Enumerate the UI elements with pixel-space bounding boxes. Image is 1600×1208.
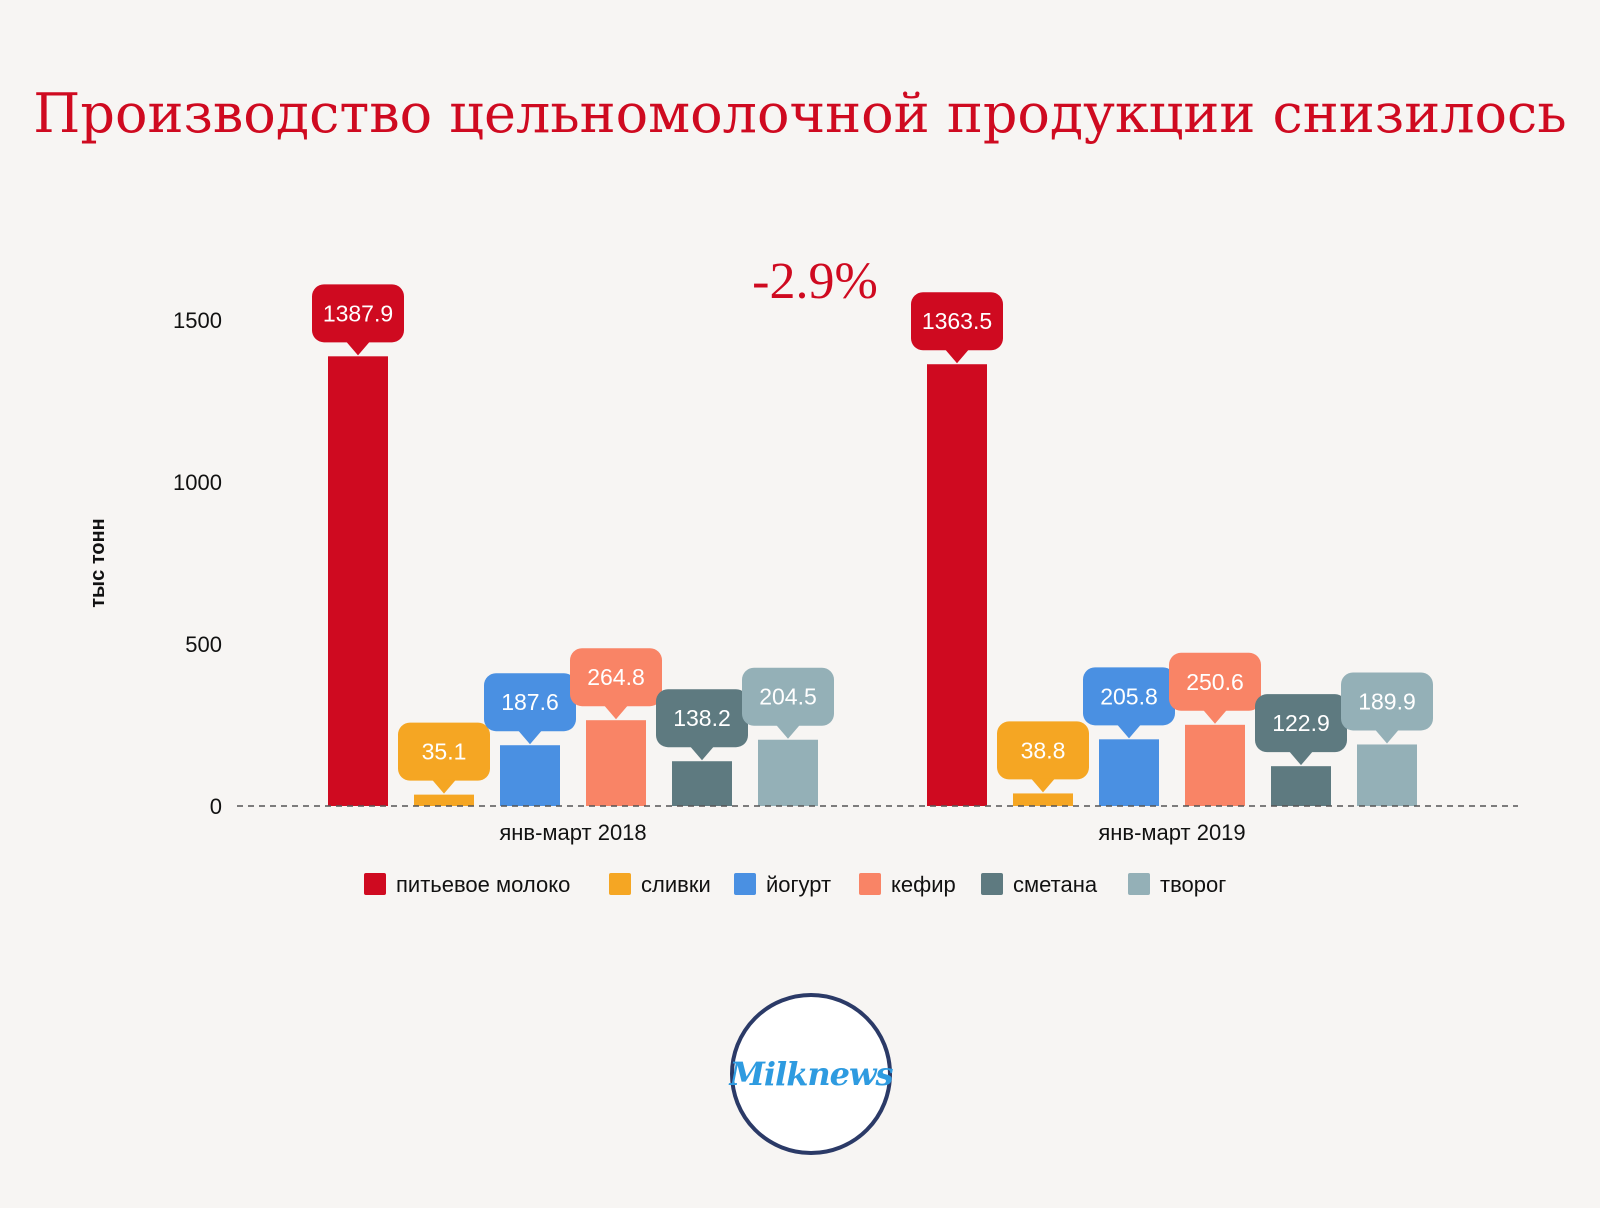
change-annotation: -2.9% bbox=[752, 253, 878, 310]
bar bbox=[500, 745, 560, 806]
data-label-bubble bbox=[312, 284, 404, 343]
bar bbox=[414, 794, 474, 806]
bar bbox=[1185, 724, 1245, 806]
legend-swatch bbox=[859, 873, 881, 895]
y-tick-label: 1000 bbox=[173, 470, 222, 495]
bar bbox=[927, 364, 987, 806]
legend-label: творог bbox=[1160, 872, 1226, 897]
data-label: 205.8 bbox=[1100, 683, 1158, 709]
data-label-pointer bbox=[945, 349, 969, 364]
data-label: 38.8 bbox=[1021, 737, 1066, 763]
legend-swatch bbox=[734, 873, 756, 895]
bar-chart: 0 500 1000 1500 тыс тонн -2.9% 1387.9 35.1 187.6… bbox=[87, 253, 1518, 897]
bar bbox=[1271, 766, 1331, 806]
legend-swatch bbox=[609, 873, 631, 895]
data-label: 1363.5 bbox=[922, 308, 992, 334]
y-tick-label: 1500 bbox=[173, 308, 222, 333]
data-label-pointer bbox=[776, 724, 800, 739]
data-label-pointer bbox=[1375, 729, 1399, 744]
bar bbox=[758, 739, 818, 806]
x-tick-label: янв-март 2018 bbox=[499, 820, 646, 845]
chart-title-text: Производство цельномолочной продукции сн… bbox=[33, 82, 1567, 145]
legend-label: сметана bbox=[1013, 872, 1098, 897]
data-label-bubble bbox=[484, 673, 576, 732]
milknews-logo: Milknews bbox=[729, 993, 894, 1155]
data-label-bubble bbox=[570, 648, 662, 707]
data-label-bubble bbox=[1341, 672, 1433, 731]
data-label-pointer bbox=[690, 746, 714, 761]
logo-text: Milknews bbox=[729, 1055, 893, 1093]
data-label-pointer bbox=[1117, 724, 1141, 739]
data-label-pointer bbox=[604, 705, 628, 720]
legend-label: сливки bbox=[641, 872, 711, 897]
bar bbox=[1099, 739, 1159, 806]
data-label-bubble bbox=[1083, 667, 1175, 726]
data-label: 264.8 bbox=[587, 664, 645, 690]
data-label: 204.5 bbox=[759, 684, 817, 710]
chart-title: Производство цельномолочной продукции сн… bbox=[0, 82, 1600, 146]
legend-label: питьевое молоко bbox=[396, 872, 570, 897]
data-label-bubble bbox=[997, 721, 1089, 780]
bar bbox=[672, 761, 732, 806]
data-label-bubble bbox=[911, 292, 1003, 351]
data-label-bubble bbox=[742, 667, 834, 726]
bar bbox=[586, 720, 646, 806]
data-label-bubble bbox=[656, 689, 748, 748]
data-label-pointer bbox=[1031, 778, 1055, 793]
y-tick-label: 500 bbox=[185, 632, 222, 657]
data-label-pointer bbox=[1203, 709, 1227, 724]
data-label-bubble bbox=[398, 722, 490, 781]
data-label: 138.2 bbox=[673, 705, 731, 731]
data-label-pointer bbox=[1289, 751, 1313, 766]
data-label-pointer bbox=[518, 730, 542, 745]
bar bbox=[1357, 744, 1417, 806]
legend-label: кефир bbox=[891, 872, 956, 897]
legend-swatch bbox=[981, 873, 1003, 895]
data-label: 122.9 bbox=[1272, 710, 1330, 736]
data-label: 189.9 bbox=[1358, 688, 1416, 714]
data-label-pointer bbox=[346, 341, 370, 356]
bar bbox=[328, 356, 388, 806]
x-tick-label: янв-март 2019 bbox=[1098, 820, 1245, 845]
legend-swatch bbox=[364, 873, 386, 895]
bar bbox=[1013, 793, 1073, 806]
data-label-bubble bbox=[1169, 652, 1261, 711]
legend-label: йогурт bbox=[766, 872, 831, 897]
y-axis-label: тыс тонн bbox=[87, 518, 109, 607]
data-label: 35.1 bbox=[422, 739, 467, 765]
y-tick-label: 0 bbox=[210, 794, 222, 819]
data-label: 187.6 bbox=[501, 689, 559, 715]
data-label: 1387.9 bbox=[323, 300, 393, 326]
data-label-pointer bbox=[432, 779, 456, 794]
data-label: 250.6 bbox=[1186, 669, 1244, 695]
data-label-bubble bbox=[1255, 694, 1347, 753]
legend-swatch bbox=[1128, 873, 1150, 895]
